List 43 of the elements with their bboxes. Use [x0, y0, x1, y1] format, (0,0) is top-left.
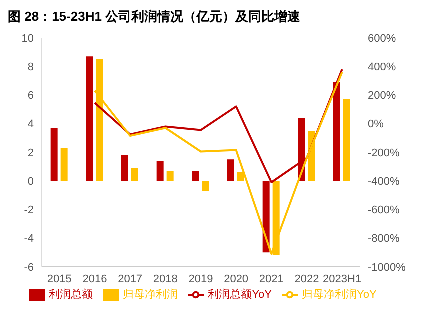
legend-label: 利润总额: [49, 288, 94, 301]
bar: [50, 128, 58, 182]
legend-label: 归母净利润: [123, 288, 178, 301]
bar: [60, 148, 68, 182]
bar: [166, 171, 174, 182]
x-tick-label: 2023H1: [323, 274, 362, 286]
y-tick-label: 8: [28, 62, 34, 74]
bar: [122, 155, 128, 182]
y2-tick-label: -800%: [368, 233, 400, 246]
bar: [202, 181, 210, 192]
y2-tick-label: 400%: [368, 62, 396, 74]
x-tick-label: 2017: [118, 274, 143, 286]
y-tick-label: 0: [28, 176, 34, 188]
bar: [344, 100, 350, 182]
y2-tick-label: -1000%: [368, 262, 406, 274]
y-tick-label: -6: [24, 262, 34, 274]
chart-title: 图 28：15-23H1 公司利润情况（亿元）及同比增速: [8, 8, 302, 26]
x-tick-label: 2020: [224, 274, 249, 286]
bar: [132, 168, 138, 182]
y2-tick-label: 200%: [368, 90, 396, 102]
y2-tick-label: -200%: [368, 147, 400, 160]
y2-tick-label: 0%: [368, 118, 384, 131]
x-tick-label: 2019: [188, 274, 214, 286]
legend-label: 归母净利润YoY: [302, 288, 377, 301]
bar: [228, 160, 234, 182]
x-tick-label: 2021: [259, 274, 284, 286]
y2-tick-label: -600%: [368, 204, 400, 217]
x-tick-label: 2022: [294, 274, 320, 286]
y2-tick-label: -400%: [368, 176, 400, 188]
y-tick-label: 6: [28, 90, 34, 102]
bar: [192, 171, 200, 182]
x-tick-label: 2016: [82, 274, 108, 286]
legend-label: 利润总额YoY: [208, 288, 272, 301]
x-tick-label: 2015: [47, 274, 72, 286]
bar: [238, 172, 244, 182]
y-tick-label: -2: [24, 204, 34, 217]
x-tick-label: 2018: [153, 274, 178, 286]
y-tick-label: 2: [28, 147, 34, 160]
y-tick-label: 10: [22, 32, 34, 45]
bar: [156, 161, 164, 182]
y2-tick-label: 600%: [368, 32, 396, 45]
y-tick-label: -4: [24, 233, 34, 246]
y-tick-label: 4: [28, 118, 34, 131]
